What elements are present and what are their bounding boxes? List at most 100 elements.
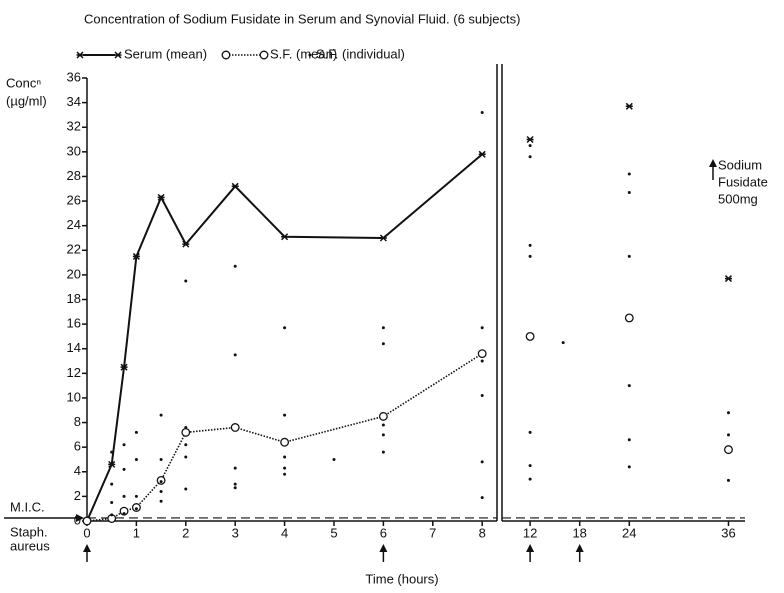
sf-individual-marker [561, 341, 565, 345]
x-tick-label: 6 [380, 525, 387, 540]
serum-marker [108, 460, 116, 468]
sf-individual-marker [233, 353, 237, 357]
chart-title: Concentration of Sodium Fusidate in Seru… [84, 11, 520, 26]
x-tick-label: 12 [523, 525, 537, 540]
series-line [86, 352, 483, 522]
sf-individual-marker [528, 155, 532, 159]
x-tick-label: 1 [133, 525, 140, 540]
sf-individual-marker [480, 110, 484, 114]
y-tick-label: 34 [67, 94, 81, 109]
y-tick-label: 20 [67, 266, 81, 281]
sf-individual-marker [283, 472, 287, 476]
sf-individual-marker [184, 455, 188, 459]
y-tick-label: 36 [67, 69, 81, 84]
sf-individual-marker [122, 512, 126, 516]
y-tick-label: 2 [74, 488, 81, 503]
sf-individual-marker [283, 326, 287, 330]
y-tick-label: 32 [67, 119, 81, 134]
sf-individual-marker [627, 172, 631, 176]
sf-individual-marker [184, 279, 188, 283]
series-line [86, 153, 483, 522]
x-tick-label: 24 [622, 525, 636, 540]
x-tick-label: 0 [83, 525, 90, 540]
sf-individual-marker [528, 254, 532, 258]
serum-marker [379, 234, 387, 242]
dose-legend-arrow-head [709, 159, 717, 167]
sf-individual-marker [184, 443, 188, 447]
serum-marker [478, 150, 486, 158]
sf-individual-marker [122, 467, 126, 471]
sf-individual-marker [381, 423, 385, 427]
sf-individual-marker [627, 254, 631, 258]
sf-individual-marker [627, 190, 631, 194]
sf-mean-marker [82, 516, 92, 526]
legend-marker [259, 50, 269, 60]
serum-marker [526, 135, 534, 144]
y-tick-label: 6 [74, 439, 81, 454]
y-tick-label: 4 [74, 463, 81, 478]
sf-individual-marker [134, 430, 138, 434]
y-tick-label: 10 [67, 389, 81, 404]
legend-marker [114, 51, 122, 59]
legend-marker [76, 51, 84, 59]
y-tick-label: 8 [74, 414, 81, 429]
sf-individual-marker [480, 460, 484, 464]
y-label: Concⁿ [6, 75, 41, 90]
serum-marker [231, 182, 239, 190]
sf-individual-marker [233, 482, 237, 486]
sf-individual-marker [528, 464, 532, 468]
sf-individual-marker [159, 413, 163, 417]
x-tick-label: 8 [479, 525, 486, 540]
sf-individual-marker [726, 411, 730, 415]
serum-marker [157, 193, 165, 201]
legend-label: S.F. (individual) [316, 46, 405, 61]
sf-individual-marker [233, 466, 237, 470]
sf-individual-marker [283, 466, 287, 470]
legend-marker [308, 53, 312, 57]
serum-marker [120, 363, 128, 371]
sf-individual-marker [233, 486, 237, 490]
serum-marker [625, 102, 633, 110]
sf-individual-marker [381, 326, 385, 330]
dose-arrow-head [83, 544, 91, 552]
x-tick-label: 7 [429, 525, 436, 540]
sf-mean-marker [280, 437, 290, 447]
x-tick-label: 18 [572, 525, 586, 540]
sf-individual-marker [332, 457, 336, 461]
sf-individual-marker [159, 499, 163, 503]
dose-arrow-head [526, 544, 535, 552]
sf-individual-marker [480, 393, 484, 397]
sf-individual-marker [627, 384, 631, 388]
serum-marker [724, 275, 732, 283]
sf-individual-marker [480, 359, 484, 363]
sf-individual-marker [110, 513, 114, 517]
y-tick-label: 26 [67, 192, 81, 207]
sf-individual-marker [159, 457, 163, 461]
mic-label: M.I.C. [10, 499, 45, 514]
sf-individual-marker [381, 342, 385, 346]
sf-individual-marker [110, 501, 114, 505]
sf-individual-marker [184, 487, 188, 491]
sf-mean-marker [378, 411, 388, 421]
y-tick-label: 12 [67, 365, 81, 380]
sf-individual-marker [528, 243, 532, 247]
y-tick-label: 16 [67, 316, 81, 331]
dose-label: Sodium [718, 157, 762, 172]
legend-marker [221, 50, 231, 60]
mic-arrow-head [76, 514, 84, 522]
sf-individual-marker [627, 465, 631, 469]
sf-individual-marker [134, 494, 138, 498]
dose-arrow-head [575, 544, 584, 552]
y-tick-label: 30 [67, 143, 81, 158]
sf-individual-marker [233, 264, 237, 268]
serum-marker [132, 252, 140, 260]
x-tick-label: 4 [281, 525, 288, 540]
sf-individual-marker [528, 477, 532, 481]
mic-label: Staph. [10, 524, 48, 539]
sf-mean-marker [724, 445, 733, 455]
y-tick-label: 24 [67, 217, 81, 232]
legend-label: Serum (mean) [124, 46, 207, 61]
sf-individual-marker [134, 457, 138, 461]
sf-individual-marker [110, 482, 114, 486]
sf-individual-marker [381, 450, 385, 454]
